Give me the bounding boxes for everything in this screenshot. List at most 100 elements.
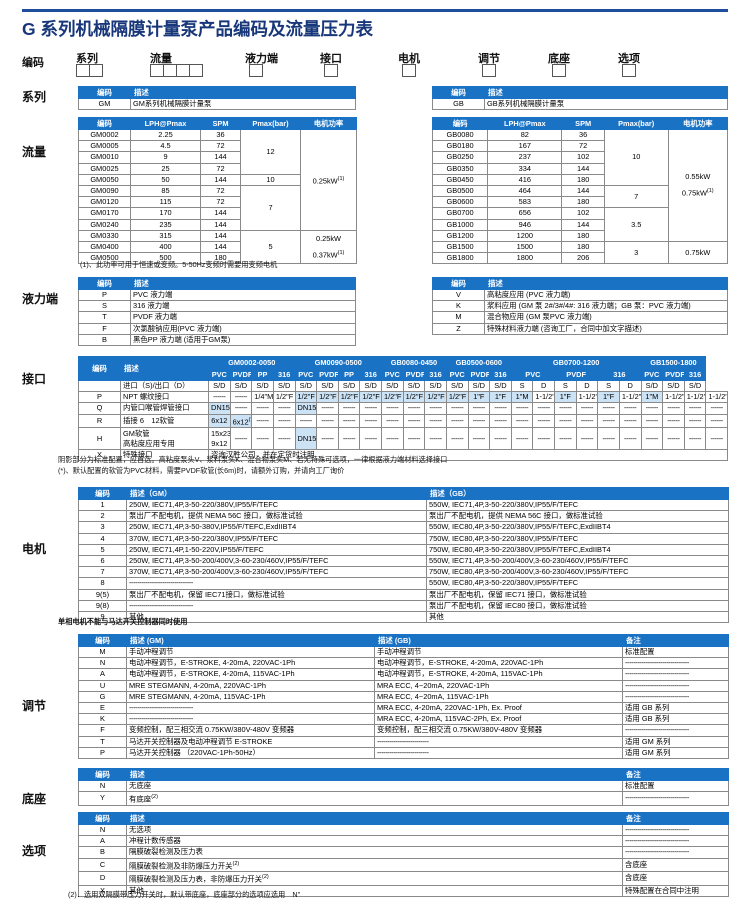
- motor-table: 编码 描述（GM） 描述（GB） 1 250W, IEC71,4P,3-50-220/3…: [78, 487, 729, 624]
- cell-power: 0.25kW(1): [300, 129, 357, 231]
- cell-desc-gm: MRE STEGMANN, 4-20mA, 115VAC-1Ph: [126, 690, 375, 703]
- cell-desc-gm: 250W, IEC71,4P,1-50-220V,IP55/F/TEFC: [126, 543, 427, 556]
- table-row: S 316 液力端: [78, 300, 356, 313]
- cell-desc-gb: 750W, IEC80,4P,3-50-220/380V,IP55/F/TEFC…: [426, 543, 729, 556]
- cell-note: 标准配置: [622, 779, 729, 793]
- table-row: N 无底座 标准配置: [78, 779, 729, 793]
- cell-interface-value: ------: [381, 413, 404, 429]
- cell-code: GM0400: [78, 240, 131, 254]
- power-value-secondary: 0.37kW(1): [312, 249, 345, 260]
- cell-desc-gm: 电动冲程调节，E-STROKE, 4-20mA, 220VAC-1Ph: [126, 657, 375, 670]
- cell-interface-value: 1"F: [554, 391, 577, 404]
- cell-code: E: [78, 701, 127, 715]
- code-strip-boxes-4: [402, 64, 416, 77]
- code-box[interactable]: [89, 64, 103, 77]
- table-row: P 马达开关控制器 （220VAC-1Ph-50Hz） --------------…: [78, 746, 729, 759]
- cell-desc-gb: 泵出厂不配电机，保留 IEC80 接口，做标准试验: [426, 599, 729, 612]
- cell-code: GB1200: [431, 229, 489, 242]
- code-box[interactable]: [324, 64, 338, 77]
- section-label-control: 调节: [22, 699, 47, 713]
- cell-spm: 144: [200, 240, 241, 254]
- code-box[interactable]: [163, 64, 177, 77]
- cell-desc: 特殊材料液力端 (咨询工厂，合同中加文字描述): [484, 322, 728, 335]
- col-header-material: PVC: [208, 368, 231, 381]
- cell-desc-gb: -------------------------: [374, 746, 623, 759]
- code-box[interactable]: [249, 64, 263, 77]
- cell-pmax: 10: [603, 129, 669, 186]
- code-box[interactable]: [622, 64, 636, 77]
- cell-desc-gm: MRE STEGMANN, 4-20mA, 220VAC-1Ph: [126, 679, 375, 692]
- cell-code: GM: [78, 97, 131, 111]
- col-header-0: 编码: [432, 86, 485, 99]
- power-value-primary: 0.55kW: [685, 172, 711, 182]
- code-box[interactable]: [482, 64, 496, 77]
- cell-note: 适用 GB 系列: [622, 701, 729, 715]
- cell-interface-value: ------: [662, 413, 685, 429]
- cell-spm: 144: [200, 218, 241, 231]
- cell-lph: 464: [487, 184, 563, 198]
- cell-desc-gb: 手动冲程调节: [374, 645, 623, 659]
- cell-code: GM0005: [78, 140, 131, 153]
- cell-interface-value: ------: [532, 427, 555, 451]
- code-box[interactable]: [402, 64, 416, 77]
- cell-interface-value: ------: [554, 413, 577, 429]
- cell-interface-value: ------: [618, 402, 642, 415]
- cell-spm: 36: [200, 128, 241, 142]
- code-strip-label-2: 液力端: [245, 53, 278, 65]
- cell-lph: 1800: [487, 252, 563, 265]
- col-header-material: 316: [683, 368, 707, 381]
- cell-desc: 无底座: [126, 779, 623, 793]
- cell-desc: PVC 液力端: [130, 288, 356, 302]
- liquid-end-table-gm: 编码 描述 P PVC 液力端 S 316 液力端 T PVDF 液力端 F 次氯酸钠应用(PVC…: [78, 277, 356, 346]
- table-row: V 高粘度应用 (PVC 液力端): [432, 288, 728, 302]
- cell-desc-gm: 250W, IEC71,4P,3-50-380V,IP55/F/TEFC,Exd…: [126, 521, 427, 534]
- cell-desc-gm: 变频控制，配三相交流 0.75KW/380V-480V 变频器: [126, 724, 375, 737]
- power-value-primary: 0.25kW: [315, 233, 342, 243]
- cell-code: A: [78, 835, 127, 848]
- cell-spm: 72: [561, 140, 605, 153]
- table-row: GB1500 1500 180 3 0.75kW: [431, 240, 729, 265]
- code-box[interactable]: [552, 64, 566, 77]
- code-box[interactable]: [76, 64, 90, 77]
- code-box[interactable]: [189, 64, 203, 77]
- cell-interface-value: 1-1/2"M: [705, 391, 728, 404]
- table-row: GM0025 25 72: [78, 162, 357, 175]
- cell-interface-value: ------: [251, 413, 274, 429]
- cell-note: 含底座: [622, 871, 729, 886]
- cell-interface-value: 1"F: [467, 391, 491, 404]
- code-box[interactable]: [150, 64, 164, 77]
- cell-interface-value: 1/2"F: [424, 391, 447, 404]
- table-row: G MRE STEGMANN, 4-20mA, 115VAC-1Ph MRA ECC…: [78, 690, 729, 703]
- cell-code: Q: [78, 402, 121, 415]
- table-row: H GM软管 高粘度应用专用 15x23 9x12 ------ ------ ------ D…: [78, 427, 728, 451]
- table-row: N 无选项 -------------------------------: [78, 823, 729, 837]
- superscript-marker: (*): [248, 416, 251, 423]
- superscript-marker: (2): [151, 794, 158, 801]
- cell-interface-value: ------: [662, 402, 685, 415]
- cell-sd: S/D: [208, 379, 231, 393]
- code-box[interactable]: [176, 64, 190, 77]
- cell-desc-gm: 泵出厂不配电机，提供 NEMA 56C 接口，做标准试验: [126, 510, 427, 523]
- cell-desc: 内管口喉管焊管接口: [120, 402, 209, 415]
- col-header-2: 备注: [622, 768, 729, 781]
- code-strip-label-3: 接口: [320, 53, 342, 65]
- table-row: GM0002 2.25 36 12 0.25kW(1): [78, 128, 357, 231]
- cell-lph: 115: [130, 196, 201, 209]
- code-strip-label-7: 选项: [618, 53, 640, 65]
- cell-lph: 1200: [487, 229, 563, 242]
- cell-desc: 无选项: [126, 823, 623, 837]
- product-code-strip: 编码 系列 流量 液力端 接口 电机 调节 底座 选项: [0, 44, 750, 78]
- top-rule: [22, 9, 728, 12]
- cell-code: A: [78, 668, 127, 681]
- cell-interface-value: ------: [445, 413, 469, 429]
- cell-code: G: [78, 690, 127, 703]
- cell-desc-gb: 750W, IEC80,4P,3-50-220/380V,IP55/F/TEFC: [426, 532, 729, 545]
- table-row: T PVDF 液力端: [78, 311, 356, 324]
- series-table-gb: 编码 描述 GB GB系列机械隔膜计量泵: [432, 86, 728, 111]
- cell-code: GM0050: [78, 173, 131, 186]
- cell-lph: 9: [130, 151, 201, 164]
- code-strip-boxes-3: [324, 64, 338, 77]
- col-header-2: SPM: [200, 117, 241, 130]
- cell-spm: 102: [561, 151, 605, 164]
- cell-interface-value: ------: [489, 413, 512, 429]
